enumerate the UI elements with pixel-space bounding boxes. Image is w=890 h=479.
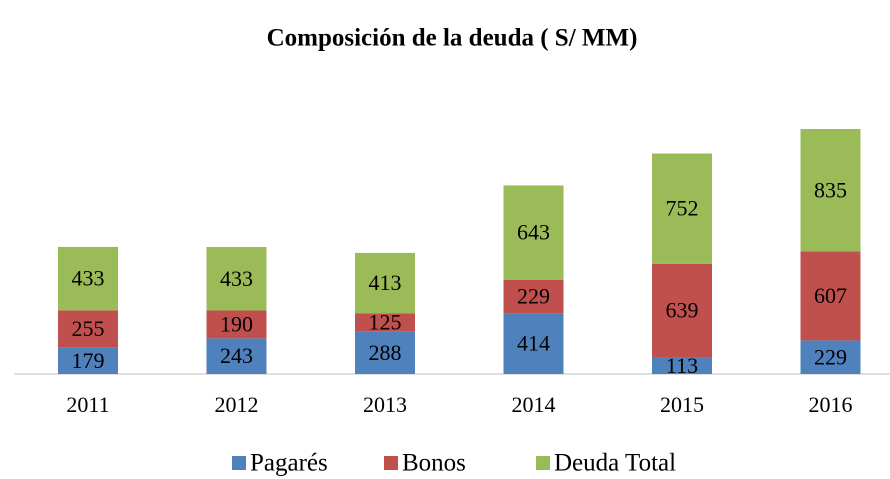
bar-segment	[800, 340, 861, 374]
legend-label: Pagarés	[250, 450, 328, 477]
x-tick-label: 2013	[363, 392, 407, 417]
data-label: 414	[517, 331, 550, 356]
data-label: 125	[369, 310, 402, 335]
data-label: 190	[220, 311, 253, 336]
legend-swatch	[536, 456, 550, 470]
legend-label: Deuda Total	[554, 450, 676, 477]
x-tick-label: 2016	[809, 392, 853, 417]
x-tick-label: 2014	[512, 392, 556, 417]
x-tick-label: 2012	[215, 392, 259, 417]
bar-segment	[355, 331, 415, 374]
x-tick-label: 2015	[660, 392, 704, 417]
legend-swatch	[232, 456, 246, 470]
data-label: 643	[517, 220, 550, 245]
x-tick-label: 2011	[66, 392, 109, 417]
bar-segment	[800, 129, 861, 252]
data-label: 639	[666, 298, 699, 323]
data-label: 413	[369, 270, 402, 295]
data-label: 288	[369, 340, 402, 365]
data-label: 255	[72, 316, 105, 341]
legend-label: Bonos	[402, 450, 466, 477]
data-label: 229	[517, 284, 550, 309]
bar-segment	[206, 338, 267, 374]
bar-segment	[503, 185, 564, 280]
bar-segment	[503, 279, 564, 314]
data-label: 229	[814, 344, 847, 369]
bar-segment	[355, 252, 415, 314]
data-label: 607	[814, 283, 847, 308]
data-label: 835	[814, 177, 847, 202]
bar-segment	[503, 313, 564, 374]
bar-segment	[652, 153, 712, 264]
data-label: 752	[666, 196, 699, 221]
bar-segment	[355, 313, 415, 332]
bar-segment	[58, 310, 118, 348]
chart-title: Composición de la deuda ( S/ MM)	[267, 25, 638, 52]
bar-segment	[652, 357, 712, 374]
data-label: 433	[72, 266, 105, 291]
bar-segment	[206, 310, 267, 339]
data-label: 243	[220, 343, 253, 368]
data-label: 433	[220, 266, 253, 291]
data-label: 179	[72, 348, 105, 373]
bar-segment	[58, 246, 118, 311]
bar-segment	[652, 263, 712, 358]
bar-segment	[800, 251, 861, 341]
legend-swatch	[384, 456, 398, 470]
bar-segment	[58, 347, 118, 374]
bar-segment	[206, 247, 267, 311]
